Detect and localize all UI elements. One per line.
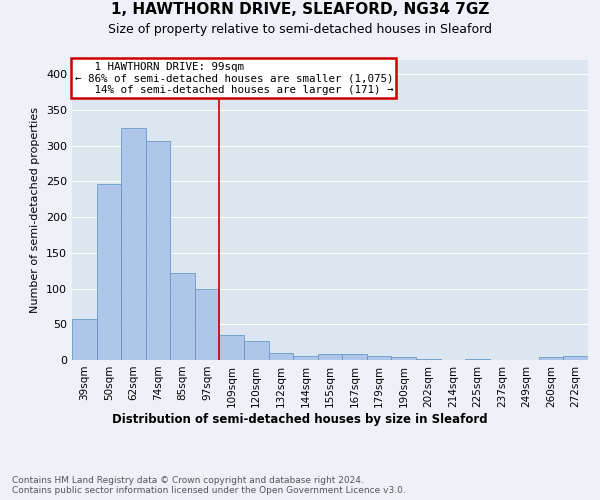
Bar [293, 356, 318, 360]
Bar [244, 342, 269, 360]
Bar [563, 356, 588, 360]
Bar [146, 140, 170, 360]
Text: 1, HAWTHORN DRIVE, SLEAFORD, NG34 7GZ: 1, HAWTHORN DRIVE, SLEAFORD, NG34 7GZ [111, 2, 489, 18]
Bar [367, 356, 391, 360]
Text: Contains HM Land Registry data © Crown copyright and database right 2024.
Contai: Contains HM Land Registry data © Crown c… [12, 476, 406, 495]
Bar [269, 353, 293, 360]
Bar [170, 273, 195, 360]
Text: Size of property relative to semi-detached houses in Sleaford: Size of property relative to semi-detach… [108, 22, 492, 36]
Y-axis label: Number of semi-detached properties: Number of semi-detached properties [31, 107, 40, 313]
Bar [97, 184, 121, 360]
Text: 1 HAWTHORN DRIVE: 99sqm
← 86% of semi-detached houses are smaller (1,075)
   14%: 1 HAWTHORN DRIVE: 99sqm ← 86% of semi-de… [74, 62, 393, 94]
Bar [539, 357, 563, 360]
Bar [72, 320, 97, 360]
Bar [121, 128, 146, 360]
Text: Distribution of semi-detached houses by size in Sleaford: Distribution of semi-detached houses by … [112, 412, 488, 426]
Bar [342, 354, 367, 360]
Bar [220, 335, 244, 360]
Bar [195, 290, 220, 360]
Bar [391, 357, 416, 360]
Bar [318, 354, 342, 360]
